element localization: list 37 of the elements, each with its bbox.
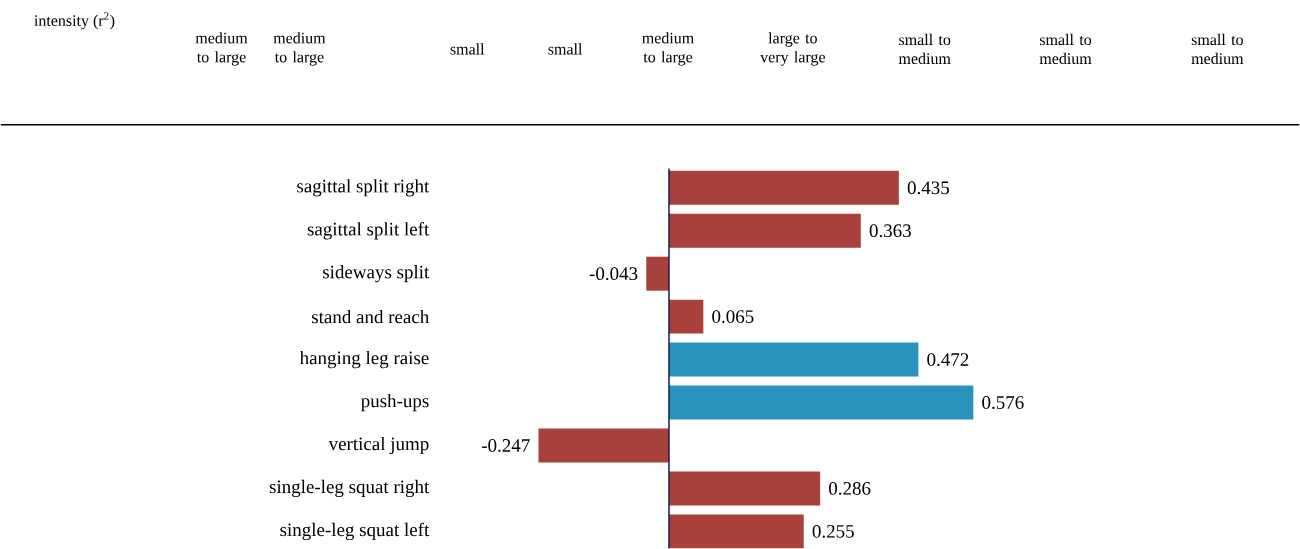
bar	[646, 256, 669, 291]
text: small to medium	[898, 33, 951, 64]
text: medium to large	[195, 32, 248, 66]
data-label: 0.286	[829, 481, 871, 495]
y-tick-label: hanging leg raise	[299, 350, 429, 369]
text: small to medium	[1039, 33, 1092, 64]
text: medium to large	[273, 32, 326, 66]
data-label: -0.247	[481, 439, 530, 452]
y-tick-label: vertical jump	[328, 436, 429, 455]
bar	[668, 299, 704, 334]
data-label: 0.472	[927, 353, 969, 366]
y-tick-label: sideways split	[323, 265, 430, 283]
text: intensity (r$^{2}$)	[34, 12, 115, 30]
data-label: 0.435	[907, 181, 949, 195]
text: small to medium	[1191, 33, 1244, 64]
y-tick-label: single-leg squat left	[280, 522, 430, 541]
bar	[668, 471, 821, 506]
data-label: 0.065	[712, 310, 754, 324]
text: small	[548, 43, 583, 55]
text: small	[450, 43, 485, 55]
y-tick-label: stand and reach	[312, 309, 430, 324]
bar	[668, 213, 861, 248]
y-tick-label: sagittal split right	[297, 179, 430, 197]
bar	[668, 385, 974, 420]
y-tick-label: push-ups	[361, 393, 429, 412]
data-label: 0.576	[982, 396, 1024, 409]
y-tick-label: sagittal split left	[307, 221, 430, 240]
bar	[538, 428, 669, 463]
text: medium to large	[642, 32, 694, 66]
data-label: 0.363	[869, 224, 911, 238]
bar	[668, 170, 899, 205]
text: large to very large	[760, 32, 825, 66]
bar	[668, 514, 804, 549]
bar	[668, 342, 919, 377]
data-label: 0.255	[812, 524, 854, 538]
y-tick-label: single-leg squat right	[269, 479, 430, 498]
data-label: -0.043	[589, 267, 638, 281]
